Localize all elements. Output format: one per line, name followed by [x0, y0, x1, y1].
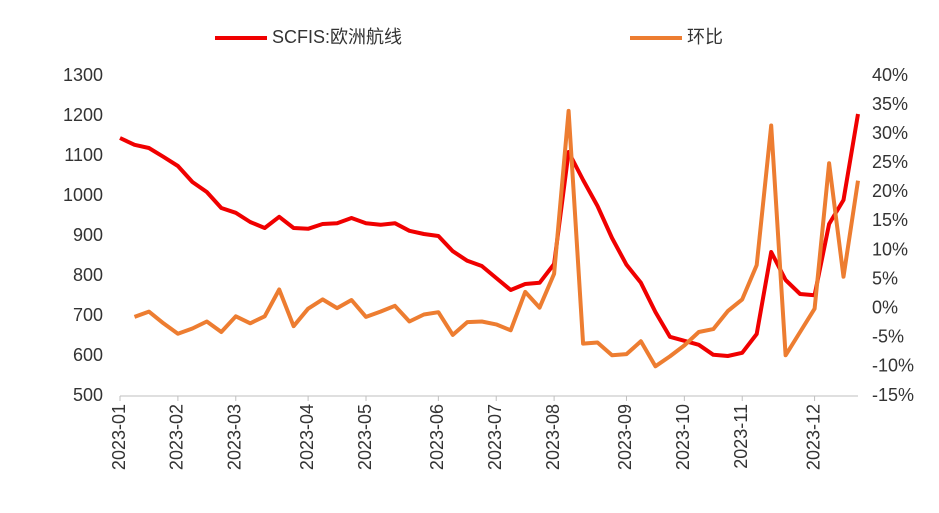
x-tick-label: 2023-01 — [109, 404, 129, 470]
legend-label: 环比 — [687, 27, 723, 47]
y2-tick-label: -5% — [872, 327, 904, 347]
x-tick-label: 2023-07 — [485, 404, 505, 470]
y-tick-label: 1300 — [63, 65, 103, 85]
y-tick-label: 500 — [73, 385, 103, 405]
y2-tick-label: 40% — [872, 65, 908, 85]
x-tick-label: 2023-11 — [731, 404, 751, 469]
y-tick-label: 1100 — [64, 145, 103, 165]
y-tick-label: 700 — [73, 305, 103, 325]
y2-tick-label: 25% — [872, 152, 908, 172]
y-tick-label: 900 — [73, 225, 103, 245]
x-tick-label: 2023-06 — [427, 404, 447, 470]
y2-tick-label: -10% — [872, 356, 914, 376]
y2-tick-label: 15% — [872, 210, 908, 230]
y2-tick-label: 20% — [872, 181, 908, 201]
series-line — [119, 113, 860, 358]
series-line — [133, 108, 860, 369]
x-tick-label: 2023-04 — [297, 404, 317, 470]
x-tick-label: 2023-08 — [543, 404, 563, 470]
y2-tick-label: 30% — [872, 123, 908, 143]
y2-tick-label: 10% — [872, 239, 908, 259]
x-tick-label: 2023-02 — [167, 404, 187, 470]
x-tick-label: 2023-09 — [615, 404, 635, 470]
legend-label: SCFIS:欧洲航线 — [272, 27, 402, 47]
y2-tick-label: 5% — [872, 268, 898, 288]
y-tick-label: 1200 — [63, 105, 103, 125]
x-tick-label: 2023-10 — [673, 404, 693, 470]
x-tick-label: 2023-03 — [225, 404, 245, 470]
x-tick-label: 2023-05 — [355, 404, 375, 470]
x-tick-label: 2023-12 — [803, 404, 823, 470]
y-tick-label: 1000 — [63, 185, 103, 205]
y2-tick-label: 0% — [872, 297, 898, 317]
y2-tick-label: -15% — [872, 385, 914, 405]
y-tick-label: 600 — [73, 345, 103, 365]
y2-tick-label: 35% — [872, 94, 908, 114]
y-tick-label: 800 — [73, 265, 103, 285]
